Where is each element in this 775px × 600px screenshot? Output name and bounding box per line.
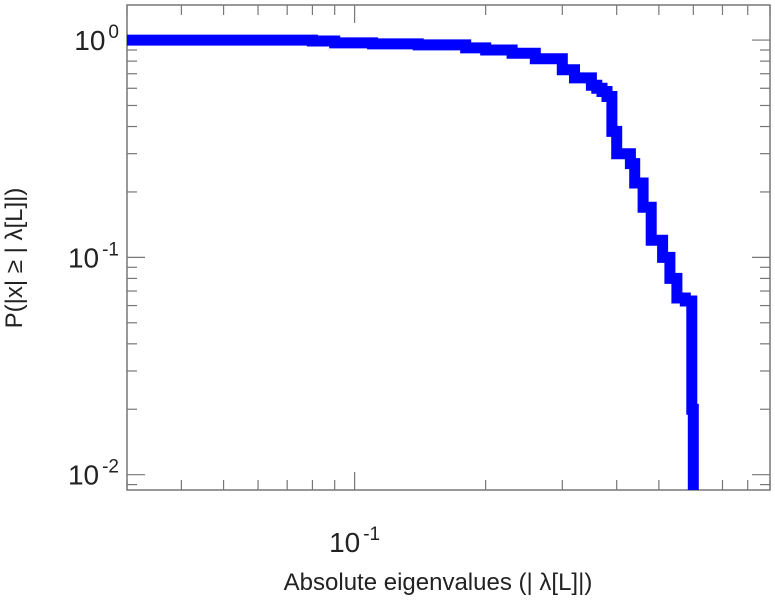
y-axis-label: P(|x| ≥ | λ[L]|) xyxy=(1,188,28,329)
axis-ticks xyxy=(126,5,771,490)
x-tick-label: 10 -1 xyxy=(329,524,380,558)
plot-frame xyxy=(126,4,771,491)
y-tick-label: 10 -1 xyxy=(68,239,119,273)
y-tick-label: 10 0 xyxy=(74,22,119,56)
series-line xyxy=(127,34,699,490)
y-tick-label: 10 -2 xyxy=(68,457,119,491)
x-axis-label: Absolute eigenvalues (| λ[L]|) xyxy=(284,569,593,596)
tick-labels: 10 0 10 -1 10 -2 10 -1 xyxy=(68,22,380,558)
